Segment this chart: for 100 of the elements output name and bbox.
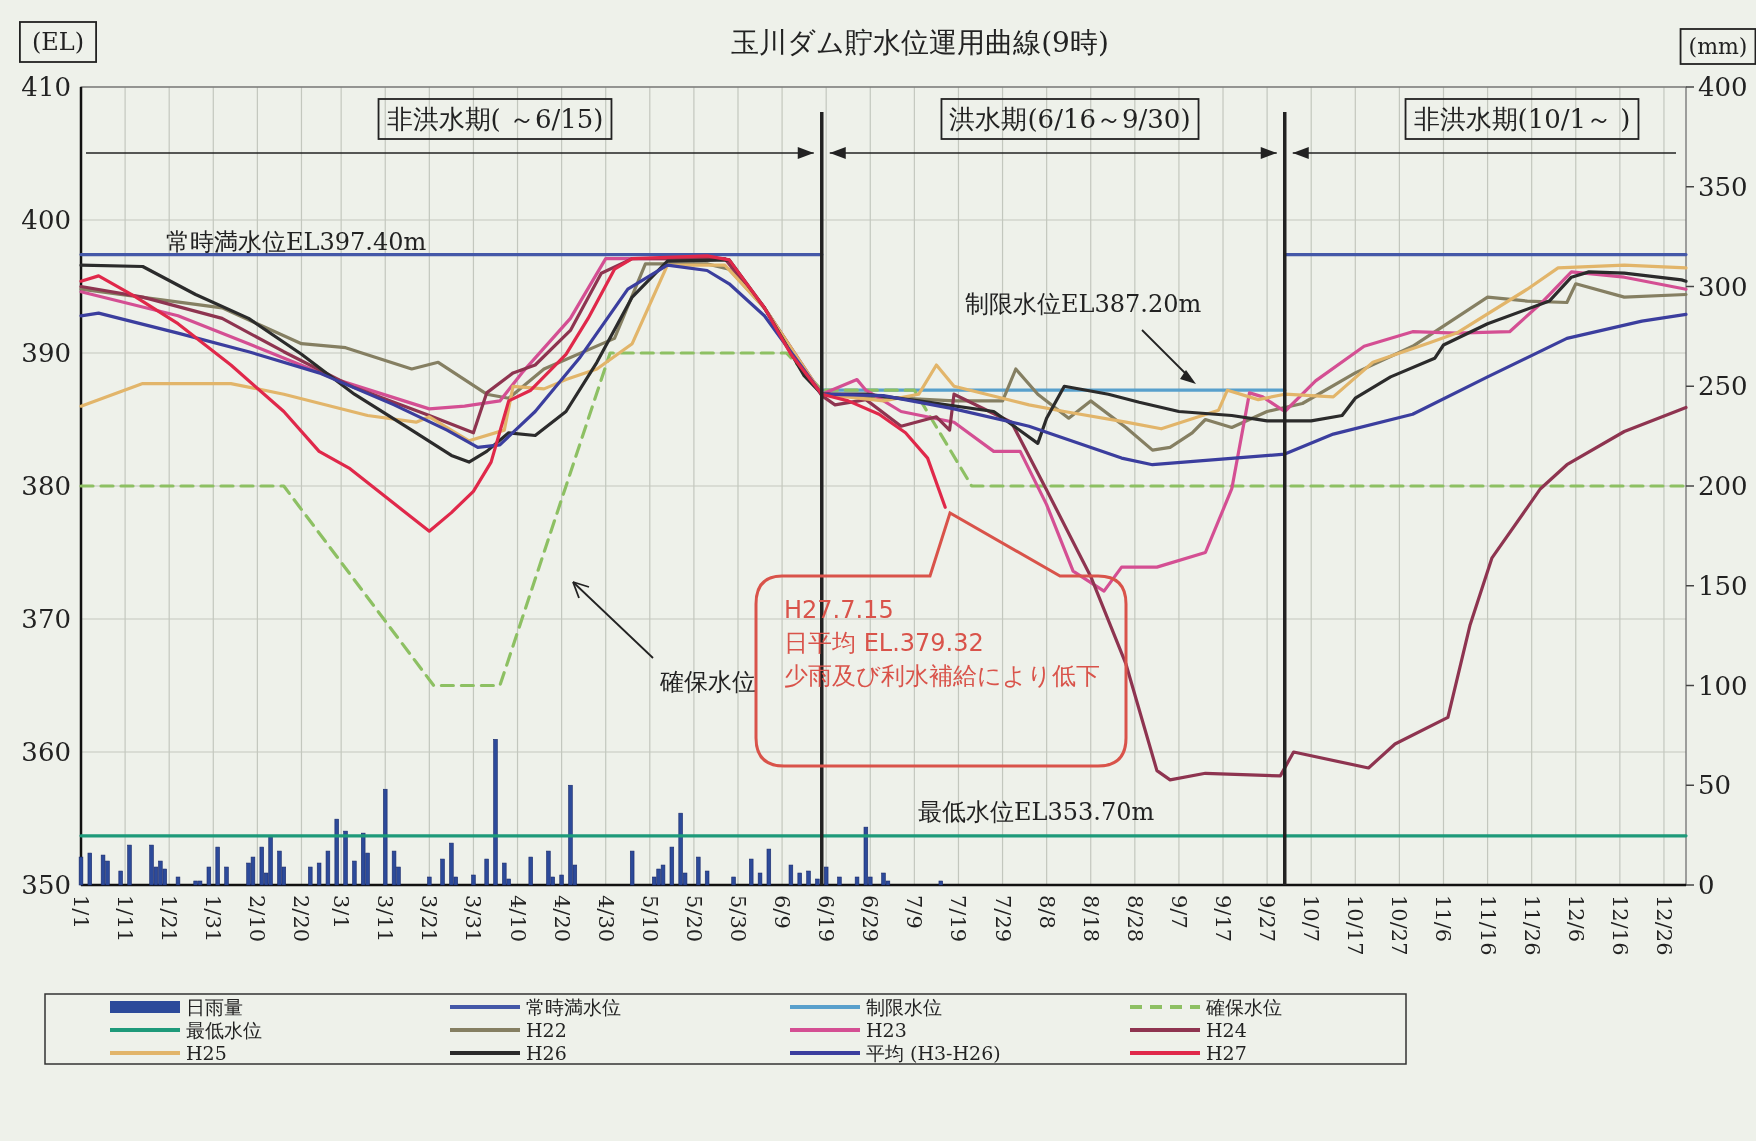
x-tick-label: 12/26 (1651, 895, 1676, 956)
y-tick-label: 380 (21, 471, 71, 501)
x-tick-label: 9/27 (1255, 895, 1280, 943)
x-tick-label: 12/6 (1563, 895, 1588, 943)
legend-label: H24 (1206, 1019, 1247, 1041)
bar (78, 856, 84, 886)
x-tick-label: 1/11 (113, 895, 138, 943)
y-tick-label: 410 (21, 72, 71, 102)
bar (559, 874, 564, 886)
bar (334, 818, 339, 886)
x-tick-label: 7/9 (902, 895, 927, 929)
x-tick-label: 4/30 (593, 895, 618, 943)
bar (824, 866, 829, 886)
x-tick-label: 11/16 (1475, 895, 1500, 956)
bar (277, 850, 282, 886)
bar (938, 880, 943, 886)
bar (806, 870, 811, 886)
bar (493, 739, 498, 886)
bar (175, 876, 181, 886)
bar (528, 856, 533, 886)
x-tick-label: 1/21 (157, 895, 182, 943)
legend-label: 平均 (H3-H26) (866, 1042, 1001, 1064)
bar (863, 826, 869, 886)
legend-label: 確保水位 (1205, 996, 1282, 1018)
bar (316, 862, 322, 886)
bar (197, 880, 203, 886)
bar (471, 874, 476, 886)
x-tick-label: 12/16 (1607, 895, 1632, 956)
y-axis-title: (EL) (31, 28, 85, 56)
y2-tick-label: 250 (1698, 371, 1748, 402)
x-tick-label: 9/7 (1166, 895, 1191, 929)
bar (127, 844, 132, 886)
bar (749, 858, 754, 886)
x-tick-label: 3/11 (373, 895, 398, 943)
x-tick-label: 8/28 (1122, 895, 1147, 943)
y2-tick-label: 0 (1698, 870, 1715, 900)
y-tick-label: 350 (21, 870, 71, 900)
x-tick-label: 10/27 (1387, 895, 1412, 956)
bar (629, 850, 635, 886)
legend-label: 制限水位 (866, 996, 942, 1018)
annotation: 制限水位EL387.20m (965, 290, 1202, 318)
x-tick-label: 5/10 (637, 895, 662, 943)
x-tick-label: 4/20 (549, 895, 574, 943)
bar (837, 876, 842, 886)
bar (788, 864, 794, 886)
bar (568, 784, 573, 886)
legend-label: 最低水位 (186, 1019, 262, 1041)
annotation: 確保水位 (659, 668, 756, 696)
x-tick-label: 6/19 (814, 895, 839, 943)
bar (325, 850, 331, 886)
y-tick-label: 360 (21, 737, 71, 767)
x-tick-label: 10/17 (1343, 895, 1368, 956)
x-tick-label: 1/1 (69, 895, 93, 929)
y2-tick-label: 50 (1698, 770, 1732, 801)
x-tick-label: 5/20 (681, 895, 706, 943)
bar (224, 866, 229, 886)
bar (268, 836, 273, 886)
x-tick-label: 2/10 (245, 895, 270, 943)
bar (206, 866, 212, 886)
bar (100, 854, 106, 886)
x-tick-label: 1/31 (201, 895, 226, 943)
y2-tick-label: 350 (1698, 171, 1748, 202)
annotation: 非洪水期( ～6/15) (386, 104, 604, 134)
legend-label: H27 (1206, 1042, 1247, 1064)
legend-label: 日雨量 (186, 996, 243, 1018)
x-tick-label: 8/8 (1034, 895, 1059, 929)
annotation: 洪水期(6/16～9/30) (949, 104, 1191, 134)
x-tick-label: 3/31 (461, 895, 486, 943)
bar (696, 856, 701, 886)
bar (118, 870, 123, 886)
bar (149, 844, 154, 886)
y2-axis-title: (mm) (1688, 34, 1748, 59)
bar (308, 866, 313, 886)
legend-label: H22 (526, 1019, 567, 1041)
annotation: 常時満水位EL397.40m (166, 228, 427, 256)
bar (854, 876, 860, 886)
bar (881, 872, 886, 886)
bar (731, 876, 736, 886)
y2-tick-label: 150 (1698, 570, 1748, 601)
x-tick-label: 6/9 (770, 895, 795, 929)
bar (815, 878, 820, 886)
bar (87, 852, 92, 886)
x-tick-label: 3/21 (417, 895, 442, 943)
bar (766, 848, 772, 886)
y-tick-label: 370 (21, 604, 71, 634)
bar (797, 872, 802, 886)
x-tick-label: 7/29 (990, 895, 1015, 943)
bar (704, 870, 710, 886)
bar (660, 864, 666, 886)
bar (449, 842, 454, 886)
legend-label: H25 (186, 1042, 227, 1064)
y-tick-label: 400 (21, 205, 71, 235)
y2-tick-label: 100 (1698, 670, 1748, 701)
y2-tick-label: 200 (1698, 471, 1748, 501)
bar (215, 846, 220, 886)
legend-label: H26 (526, 1042, 567, 1064)
y2-tick-label: 400 (1698, 72, 1748, 102)
bar (484, 858, 489, 886)
x-tick-label: 11/6 (1431, 895, 1456, 943)
bar (757, 872, 763, 886)
